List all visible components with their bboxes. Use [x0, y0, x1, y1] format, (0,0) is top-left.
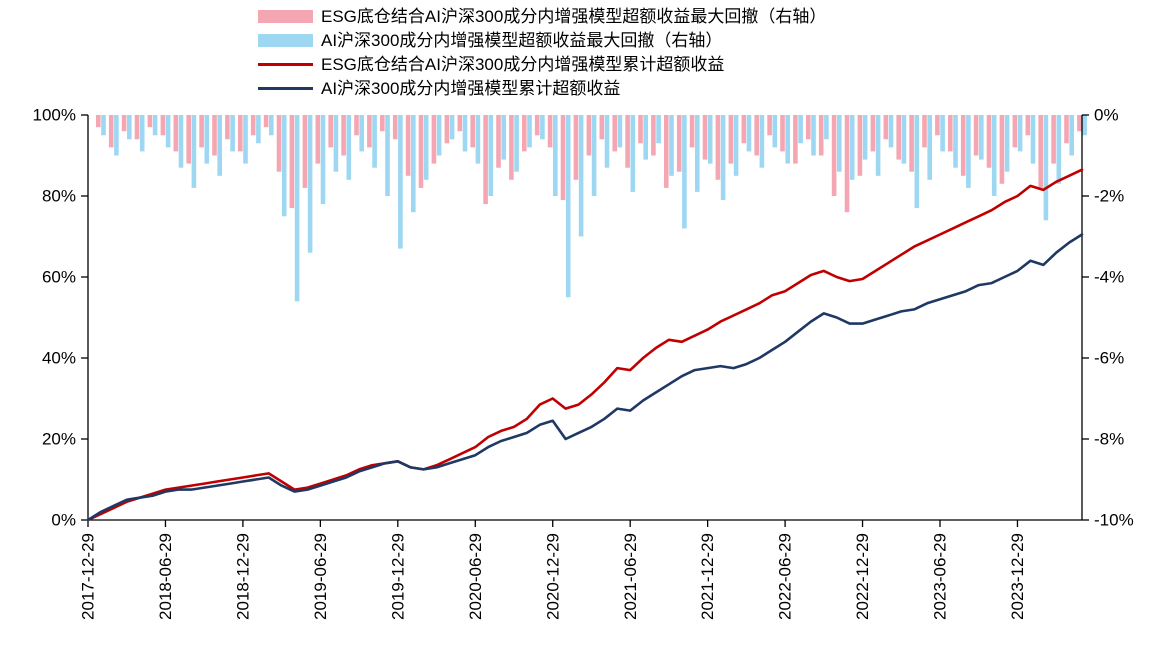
legend-swatch-ai-drawdown-icon	[258, 34, 313, 47]
y-left-tick-label: 60%	[42, 268, 76, 287]
x-tick-label: 2022-12-29	[853, 533, 872, 620]
y-axis-right: 0% -2% -4% -6% -8% -10%	[1082, 106, 1134, 530]
y-right-tick-label: -2%	[1094, 187, 1124, 206]
ai-cumulative-excess-line	[86, 233, 1084, 522]
x-tick-label: 2019-06-29	[311, 533, 330, 620]
x-tick-label: 2019-12-29	[388, 533, 407, 620]
x-tick-label: 2023-06-29	[931, 533, 950, 620]
x-tick-label: 2022-06-29	[776, 533, 795, 620]
legend-item-esg-cumulative: ESG底仓结合AI沪深300成分内增强模型累计超额收益	[258, 53, 826, 76]
y-right-tick-label: -6%	[1094, 349, 1124, 368]
y-left-tick-label: 20%	[42, 430, 76, 449]
y-right-tick-label: -4%	[1094, 268, 1124, 287]
axis-spines	[87, 115, 1083, 521]
esg-cumulative-excess-line	[86, 168, 1084, 522]
y-right-tick-label: -10%	[1094, 511, 1134, 530]
x-tick-label: 2020-12-29	[543, 533, 562, 620]
y-left-tick-label: 80%	[42, 187, 76, 206]
y-right-tick-label: -8%	[1094, 430, 1124, 449]
y-left-tick-label: 100%	[33, 106, 76, 125]
y-left-tick-label: 40%	[42, 349, 76, 368]
legend-swatch-ai-line-icon	[258, 87, 313, 90]
x-tick-label: 2021-06-29	[621, 533, 640, 620]
y-left-tick-label: 0%	[51, 511, 76, 530]
esg-max-drawdown-bars	[96, 115, 1082, 213]
legend-label-esg-cumulative: ESG底仓结合AI沪深300成分内增强模型累计超额收益	[321, 55, 725, 74]
ai-max-drawdown-bars	[101, 115, 1087, 302]
legend-item-esg-max-drawdown: ESG底仓结合AI沪深300成分内增强模型超额收益最大回撤（右轴）	[258, 5, 826, 28]
x-tick-label: 2020-06-29	[466, 533, 485, 620]
y-axis-left: 0% 20% 40% 60% 80% 100%	[33, 106, 88, 530]
legend-label-ai-max-drawdown: AI沪深300成分内增强模型超额收益最大回撤（右轴）	[321, 31, 723, 50]
chart-legend: ESG底仓结合AI沪深300成分内增强模型超额收益最大回撤（右轴） AI沪深30…	[258, 5, 826, 100]
y-right-tick-label: 0%	[1094, 106, 1119, 125]
x-tick-label: 2017-12-29	[79, 533, 98, 620]
legend-swatch-esg-drawdown-icon	[258, 10, 313, 23]
legend-label-esg-max-drawdown: ESG底仓结合AI沪深300成分内增强模型超额收益最大回撤（右轴）	[321, 7, 827, 26]
legend-item-ai-cumulative: AI沪深300成分内增强模型累计超额收益	[258, 77, 826, 100]
x-tick-label: 2018-12-29	[234, 533, 253, 620]
legend-swatch-esg-line-icon	[258, 63, 313, 66]
x-tick-label: 2023-12-29	[1008, 533, 1027, 620]
legend-label-ai-cumulative: AI沪深300成分内增强模型累计超额收益	[321, 79, 621, 98]
x-tick-label: 2021-12-29	[698, 533, 717, 620]
legend-item-ai-max-drawdown: AI沪深300成分内增强模型超额收益最大回撤（右轴）	[258, 29, 826, 52]
x-axis: 2017-12-29 2018-06-29 2018-12-29 2019-06-29…	[79, 520, 1027, 620]
x-tick-label: 2018-06-29	[156, 533, 175, 620]
